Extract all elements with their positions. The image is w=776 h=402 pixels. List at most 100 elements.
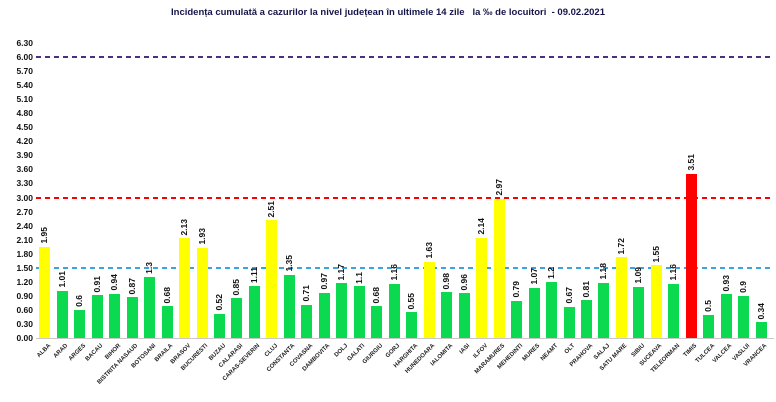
y-axis-tick: 0.00 (16, 333, 33, 343)
y-axis-tick: 1.50 (16, 262, 33, 273)
bar-value-label: 0.9 (738, 281, 749, 293)
bar-value-label: 1.72 (615, 237, 626, 255)
bar-value-label: 0.52 (214, 294, 224, 311)
bar-covasna (301, 304, 313, 338)
y-axis-tick: 6.30 (16, 38, 33, 48)
bar-ilfov (476, 237, 488, 338)
bar-value-label: 0.97 (318, 273, 329, 290)
bar-value-label: 0.55 (406, 292, 417, 310)
bar-hunedoara (423, 261, 435, 338)
bar-neamt (546, 281, 558, 338)
bar-iasi (458, 293, 470, 338)
bar-value-label: 1.35 (283, 255, 294, 272)
y-axis-tick: 2.40 (16, 220, 33, 231)
bar-value-label: 0.98 (441, 272, 452, 290)
bar-value-label: 2.97 (493, 179, 504, 196)
bar-value-label: 0.94 (109, 274, 120, 291)
bar-value-label: 0.67 (563, 287, 574, 304)
bar-gorj (388, 283, 400, 338)
bar-sibiu (633, 286, 645, 338)
chart-title: Incidența cumulată a cazurilor la nivel … (171, 7, 605, 18)
bar-cluj (266, 220, 278, 338)
bar-value-label: 3.51 (685, 154, 696, 171)
bar-alba (39, 246, 51, 338)
bar-harghita (406, 312, 418, 338)
y-axis-tick: 1.80 (16, 248, 33, 259)
y-axis-tick: 4.50 (16, 122, 33, 133)
bar-value-label: 1.63 (423, 242, 434, 259)
y-axis-tick: 4.20 (16, 136, 33, 147)
bar-value-label: 1.55 (650, 245, 661, 263)
bar-value-label: 1.16 (668, 264, 679, 281)
bar-value-label: 0.79 (511, 281, 522, 299)
bar-arges (74, 309, 86, 338)
bar-olt (563, 306, 575, 338)
y-axis-tick: 3.90 (16, 150, 33, 161)
bar-value-label: 1.11 (248, 266, 259, 284)
bar-bacau (91, 295, 103, 338)
bar-galati (353, 286, 365, 338)
bar-value-label: 0.68 (161, 286, 172, 304)
bar-brasov (179, 238, 191, 338)
bar-satu-mare (615, 257, 627, 338)
y-axis-tick: 3.30 (16, 178, 33, 189)
bar-mures (528, 287, 540, 338)
bar-tulcea (703, 314, 715, 338)
bar-timis (685, 173, 697, 338)
y-axis-tick: 6.00 (16, 52, 33, 63)
bar-value-label: 1.07 (528, 268, 539, 285)
bar-value-label: 1.09 (633, 267, 644, 284)
bar-value-label: 0.93 (720, 274, 731, 292)
y-axis-tick: 3.60 (16, 164, 33, 175)
y-axis-tick: 3.00 (16, 192, 33, 203)
y-axis-tick: 4.80 (16, 108, 33, 119)
bar-prahova (581, 300, 592, 338)
bar-value-label: 0.34 (755, 302, 766, 320)
bar-vaslui (738, 295, 750, 338)
bar-value-label: 0.68 (371, 286, 382, 304)
reference-line-1-5 (36, 266, 774, 269)
bar-salaj (598, 282, 610, 338)
bar-value-label: 0.6 (74, 295, 85, 307)
bar-value-label: 1.1 (353, 271, 364, 284)
bar-bihor (109, 293, 121, 338)
x-axis-line (36, 338, 774, 339)
bar-braila (161, 306, 173, 338)
bar-botosani (144, 277, 156, 338)
bar-value-label: 1.17 (336, 263, 347, 281)
bar-vrancea (755, 322, 767, 338)
bar-bistrita-nasaud (126, 297, 138, 338)
bar-value-label: 0.71 (301, 285, 312, 302)
bar-value-label: 0.85 (231, 278, 242, 296)
y-axis-tick: 0.30 (16, 318, 33, 329)
y-axis-tick: 5.70 (16, 66, 33, 77)
bar-value-label: 1.18 (598, 263, 609, 280)
reference-line-3 (36, 196, 774, 199)
bar-value-label: 0.91 (91, 275, 102, 293)
bar-arad (56, 290, 68, 338)
bar-buzau (214, 313, 225, 338)
bar-value-label: 1.01 (56, 271, 67, 288)
y-axis-tick: 0.90 (16, 290, 33, 301)
bar-calarasi (231, 298, 243, 338)
bar-caras-severin (248, 286, 260, 338)
bar-value-label: 0.5 (703, 299, 714, 312)
bar-value-label: 1.95 (39, 227, 50, 244)
bar-value-label: 1.3 (144, 262, 155, 275)
bar-value-label: 0.81 (581, 280, 591, 298)
y-axis-tick: 5.10 (16, 94, 33, 105)
bar-ialomita (441, 292, 453, 338)
bar-mehedinti (511, 301, 523, 338)
bar-dambovita (318, 292, 330, 338)
reference-line-6 (36, 56, 774, 59)
y-axis-tick: 1.20 (16, 276, 33, 287)
y-axis-tick: 5.40 (16, 80, 33, 91)
bar-constanta (283, 274, 295, 338)
y-axis-tick: 2.10 (16, 234, 33, 245)
bar-valcea (720, 294, 732, 338)
y-axis-tick: 0.60 (16, 304, 33, 315)
y-axis-tick: 2.70 (16, 206, 33, 217)
bar-value-label: 0.96 (458, 273, 469, 291)
bar-value-label: 1.2 (546, 266, 557, 279)
